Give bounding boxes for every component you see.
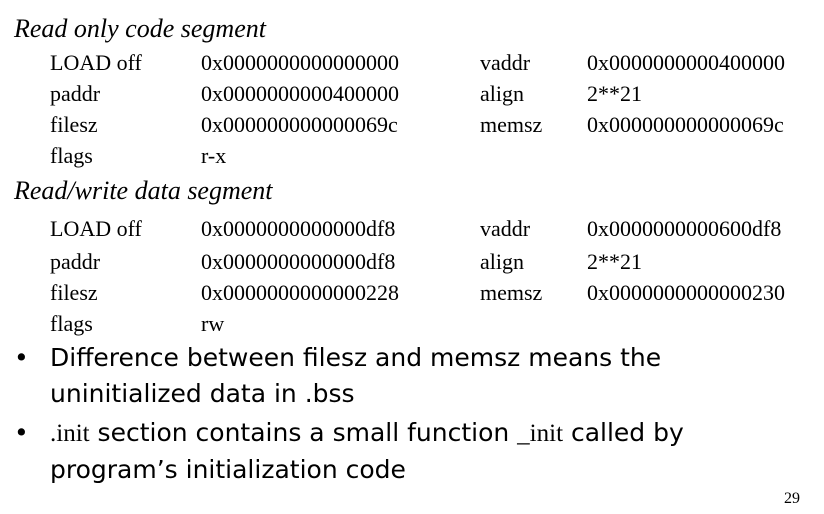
field-label: memsz	[480, 112, 543, 137]
bullet-text-segment: section contains a small function	[89, 418, 518, 447]
field-label: flags	[50, 143, 93, 168]
field-label: memsz	[480, 280, 543, 305]
field-value: 0x0000000000400000	[587, 50, 785, 75]
bullet-text-segment: called by program’s initialization code	[50, 418, 684, 484]
field-label: vaddr	[480, 50, 531, 75]
field-value: 0x0000000000000df8	[201, 249, 396, 274]
init-function-name: _init	[517, 420, 564, 447]
field-value: 0x000000000000069c	[587, 112, 784, 137]
bullet-dot: •	[14, 343, 29, 372]
data-segment-row: flags rw	[0, 310, 824, 338]
field-label: vaddr	[480, 216, 531, 241]
code-segment-row: flags r-x	[0, 142, 824, 170]
field-label: align	[480, 249, 524, 274]
field-value: 0x0000000000000000	[201, 50, 399, 75]
field-label: filesz	[50, 112, 98, 137]
field-value: 0x0000000000600df8	[587, 216, 782, 241]
bullet-text: Difference between filesz and memsz mean…	[50, 343, 662, 408]
field-value: 0x0000000000000df8	[201, 216, 396, 241]
field-value: 0x0000000000400000	[201, 81, 399, 106]
field-label: align	[480, 81, 524, 106]
bullet-text: .init section contains a small function …	[50, 415, 810, 488]
code-segment-row: paddr 0x0000000000400000 align 2**21	[0, 80, 824, 108]
bullet-dot: •	[14, 418, 29, 447]
field-label: paddr	[50, 249, 101, 274]
page-number: 29	[784, 490, 800, 507]
data-segment-title: Read/write data segment	[14, 176, 273, 205]
data-segment-row: paddr 0x0000000000000df8 align 2**21	[0, 248, 824, 276]
field-label: LOAD off	[50, 50, 142, 75]
field-value: 2**21	[587, 81, 642, 106]
code-segment-row: filesz 0x000000000000069c memsz 0x000000…	[0, 111, 824, 139]
field-value: 2**21	[587, 249, 642, 274]
code-segment-row: LOAD off 0x0000000000000000 vaddr 0x0000…	[0, 49, 824, 77]
init-section-name: .init	[50, 420, 90, 447]
field-value: rw	[201, 311, 225, 336]
field-value: 0x000000000000069c	[201, 112, 398, 137]
field-value: 0x0000000000000230	[587, 280, 785, 305]
data-segment-row: LOAD off 0x0000000000000df8 vaddr 0x0000…	[0, 215, 824, 243]
field-value: 0x0000000000000228	[201, 280, 399, 305]
field-label: LOAD off	[50, 216, 142, 241]
code-segment-title: Read only code segment	[14, 14, 266, 43]
field-value: r-x	[201, 143, 227, 168]
field-label: paddr	[50, 81, 101, 106]
data-segment-row: filesz 0x0000000000000228 memsz 0x000000…	[0, 279, 824, 307]
field-label: flags	[50, 311, 93, 336]
field-label: filesz	[50, 280, 98, 305]
